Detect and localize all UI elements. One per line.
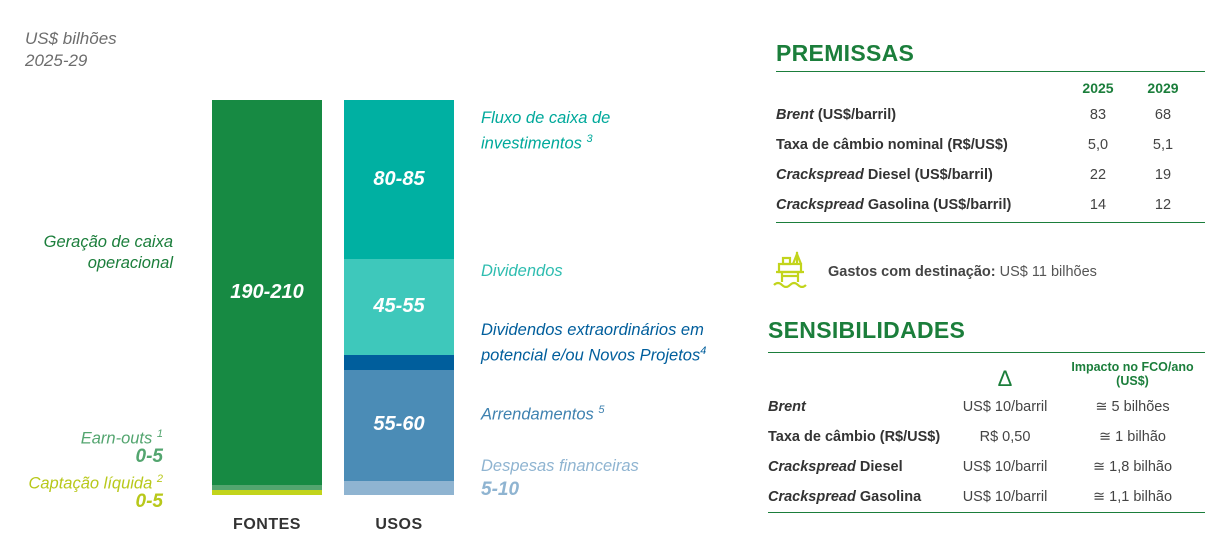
premissas-rule-bottom [776, 222, 1205, 223]
premissas-year-2025: 2025 [1082, 80, 1114, 96]
label-extra: Dividendos extraordinários em potencial … [481, 321, 707, 365]
label-fluxo: Fluxo de caixa de investimentos 3 [481, 109, 611, 153]
bar-value-arrendamentos: 55-60 [373, 413, 425, 436]
sensibilidades-rule-top [768, 352, 1205, 353]
sensibilidades-row-diesel: Crackspread Diesel US$ 10/barril ≅ 1,8 b… [768, 459, 1173, 475]
bar-geracao [212, 100, 322, 486]
sensibilidades-title: SENSIBILIDADES [768, 317, 966, 343]
axis-label-usos: USOS [375, 516, 423, 533]
premissas-row-brent: Brent (US$/barril) 83 68 [776, 107, 1172, 123]
gastos-text: Gastos com destinação: US$ 11 bilhões [828, 264, 1097, 280]
axis-label-fontes: FONTES [233, 516, 301, 533]
unit-currency: US$ bilhões [25, 29, 117, 48]
label-earnouts: Earn-outs 1 [80, 428, 163, 448]
premissas-header-row: 2025 2029 [776, 76, 1196, 100]
bar-despesas [344, 480, 454, 495]
bar-value-geracao: 190-210 [230, 280, 304, 303]
bar-value-dividendos: 45-55 [373, 295, 425, 318]
premissas-table: 2025 2029 Brent (US$/barril) 83 68 Taxa … [776, 76, 1196, 220]
value-earnouts: 0-5 [135, 446, 163, 467]
sources-uses-chart: 190-210 55-60 45-55 80-85 [212, 100, 454, 495]
label-captacao: Captação líquida 2 [28, 473, 163, 493]
bar-value-fluxo: 80-85 [373, 167, 425, 190]
oil-platform-icon [773, 250, 807, 289]
bar-dividendos [344, 259, 454, 356]
sensibilidades-table: Δ Impacto no FCO/ano (US$) Brent US$ 10/… [768, 355, 1205, 512]
unit-period: 2025-29 [25, 51, 88, 70]
premissas-title: PREMISSAS [776, 40, 915, 66]
premissas-rule-top [776, 71, 1205, 72]
gastos-label: Gastos com destinação: [828, 264, 996, 280]
bar-extra [344, 355, 454, 370]
label-arrendamentos: Arrendamentos 5 [481, 404, 605, 424]
bar-captacao [212, 490, 322, 495]
bar-arrendamentos [344, 369, 454, 481]
sensibilidades-row-gasolina: Crackspread Gasolina US$ 10/barril ≅ 1,1… [768, 489, 1173, 505]
sensibilidades-col-delta: Δ [997, 366, 1013, 391]
gastos-value: US$ 11 bilhões [995, 264, 1097, 280]
premissas-row-gasolina: Crackspread Gasolina (US$/barril) 14 12 [776, 197, 1172, 213]
value-despesas: 5-10 [481, 479, 520, 500]
label-despesas: Despesas financeiras [481, 457, 639, 475]
label-geracao: Geração de caixa operacional [43, 233, 173, 272]
premissas-year-2029: 2029 [1147, 80, 1179, 96]
bar-fluxo [344, 100, 454, 260]
bar-earnouts [212, 485, 322, 491]
sensibilidades-rule-bottom [768, 512, 1205, 513]
premissas-row-cambio: Taxa de câmbio nominal (R$/US$) 5,0 5,1 [776, 137, 1174, 153]
sensibilidades-col-impact: Impacto no FCO/ano (US$) [1071, 359, 1194, 388]
sensibilidades-row-brent: Brent US$ 10/barril ≅ 5 bilhões [768, 399, 1170, 415]
sensibilidades-header-row: Δ Impacto no FCO/ano (US$) [768, 355, 1205, 392]
sensibilidades-row-cambio: Taxa de câmbio (R$/US$) R$ 0,50 ≅ 1 bilh… [768, 429, 1166, 445]
value-captacao: 0-5 [135, 491, 163, 512]
unit-label: US$ bilhões 2025-29 [25, 28, 117, 72]
label-dividendos: Dividendos [481, 262, 563, 280]
premissas-row-diesel: Crackspread Diesel (US$/barril) 22 19 [776, 167, 1172, 183]
